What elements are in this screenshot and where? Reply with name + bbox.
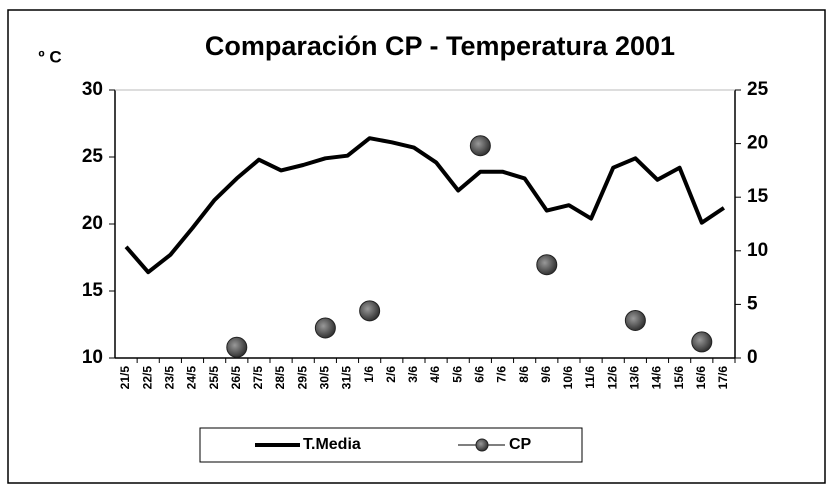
x-tick-label: 7/6 — [495, 366, 509, 383]
y-tick-label: 15 — [82, 280, 104, 301]
cp-marker — [691, 331, 713, 353]
x-tick-label: 15/6 — [672, 366, 686, 390]
x-tick-label: 3/6 — [406, 366, 420, 383]
x-tick-label: 27/5 — [251, 366, 265, 390]
x-tick-label: 1/6 — [362, 366, 376, 383]
temperature-line — [124, 136, 726, 275]
y2-tick-label: 10 — [747, 240, 768, 261]
cp-marker — [624, 309, 646, 331]
x-tick-label: 31/5 — [340, 366, 354, 390]
legend-marker — [475, 438, 489, 452]
x-tick-label: 17/6 — [716, 366, 730, 390]
y-tick-label: 20 — [82, 213, 103, 234]
y2-tick-label: 5 — [747, 293, 758, 314]
x-tick-label: 2/6 — [384, 366, 398, 383]
legend-label: CP — [509, 436, 532, 453]
x-tick-label: 28/5 — [273, 366, 287, 390]
cp-marker — [359, 300, 381, 322]
x-tick-label: 14/6 — [650, 366, 664, 390]
x-tick-label: 25/5 — [207, 366, 221, 390]
cp-marker — [469, 135, 491, 157]
x-tick-label: 16/6 — [694, 366, 708, 390]
x-tick-label: 29/5 — [295, 366, 309, 390]
chart-title: Comparación CP - Temperatura 2001 — [205, 31, 675, 61]
y2-tick-label: 25 — [747, 79, 769, 100]
x-tick-label: 23/5 — [163, 366, 177, 390]
x-tick-label: 12/6 — [605, 366, 619, 390]
x-tick-label: 10/6 — [561, 366, 575, 390]
y-tick-label: 25 — [82, 146, 104, 167]
x-tick-label: 13/6 — [628, 366, 642, 390]
y-tick-label: 30 — [82, 79, 103, 100]
x-tick-label: 22/5 — [140, 366, 154, 390]
cp-marker — [314, 317, 336, 339]
x-tick-label: 24/5 — [185, 366, 199, 390]
x-tick-label: 11/6 — [583, 366, 597, 389]
x-tick-label: 5/6 — [450, 366, 464, 383]
x-tick-label: 8/6 — [517, 366, 531, 383]
y2-tick-label: 15 — [747, 186, 769, 207]
frame — [7, 9, 826, 484]
x-tick-label: 30/5 — [318, 366, 332, 390]
x-tick-label: 26/5 — [229, 366, 243, 390]
cp-marker — [226, 336, 248, 358]
x-tick-label: 21/5 — [118, 366, 132, 390]
cp-marker — [536, 254, 558, 276]
legend-label: T.Media — [303, 436, 361, 453]
x-tick-label: 6/6 — [473, 366, 487, 383]
y2-tick-label: 0 — [747, 347, 758, 368]
y-axis-label: º C — [38, 47, 61, 66]
x-tick-label: 4/6 — [428, 366, 442, 383]
y2-tick-label: 20 — [747, 133, 768, 154]
y-tick-label: 10 — [82, 347, 103, 368]
x-tick-label: 9/6 — [539, 366, 553, 383]
